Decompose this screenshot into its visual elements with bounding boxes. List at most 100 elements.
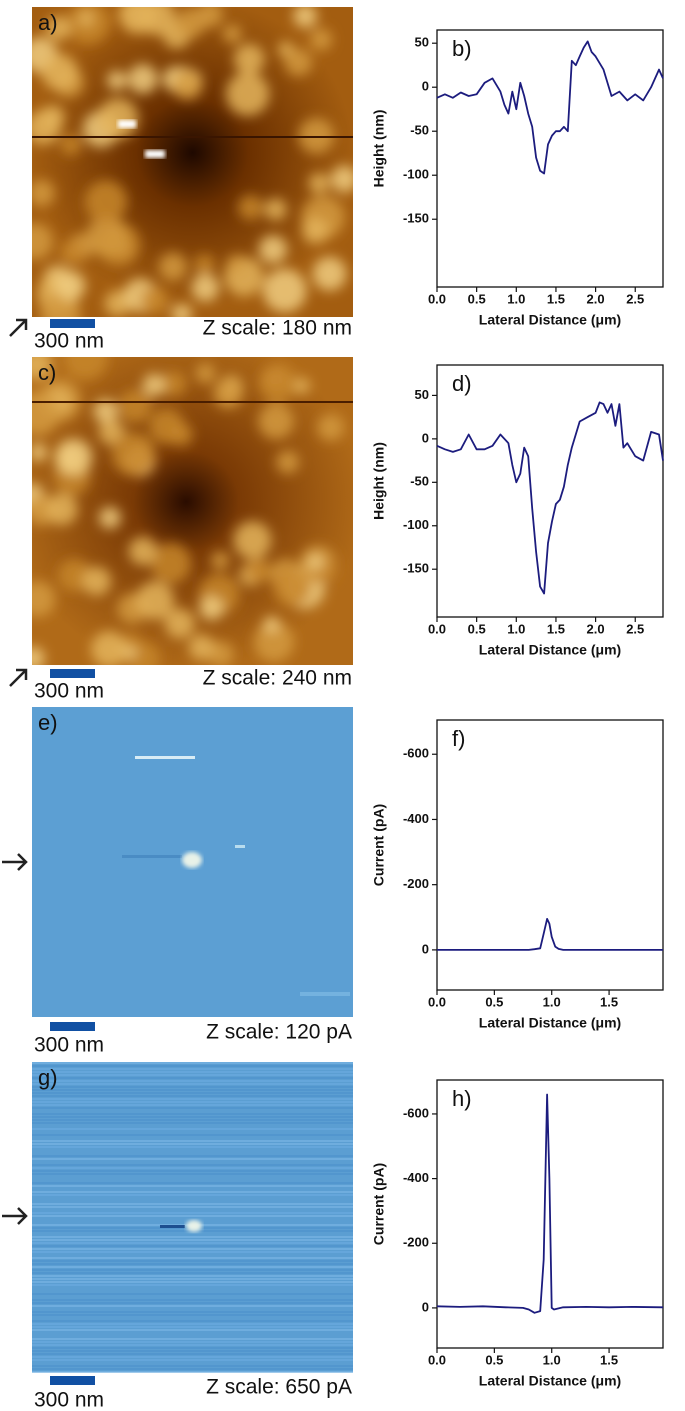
y-tick-label: 50 bbox=[415, 387, 429, 402]
grain bbox=[32, 357, 53, 381]
grain bbox=[91, 631, 128, 665]
stripe bbox=[32, 1314, 353, 1316]
stripe bbox=[32, 1119, 353, 1121]
stripe bbox=[32, 1176, 353, 1178]
plot-frame bbox=[436, 364, 664, 618]
grain bbox=[233, 521, 272, 560]
stripe bbox=[32, 1194, 353, 1196]
stripe bbox=[32, 1101, 353, 1103]
panel-label: c) bbox=[38, 360, 56, 385]
grain bbox=[32, 110, 61, 145]
grain bbox=[172, 69, 203, 100]
stripe bbox=[32, 1089, 353, 1091]
z-scale: Z scale: 650 pA bbox=[206, 1376, 352, 1399]
stripe bbox=[32, 1074, 353, 1076]
y-tick-label: -400 bbox=[403, 811, 429, 826]
stripe bbox=[32, 1287, 353, 1289]
stripe bbox=[32, 1128, 353, 1130]
x-axis-label: Lateral Distance (μm) bbox=[479, 312, 621, 328]
grain bbox=[106, 70, 127, 91]
stripe bbox=[32, 1062, 353, 1064]
stripe bbox=[32, 1344, 353, 1346]
grain bbox=[86, 215, 128, 258]
panel-label: e) bbox=[38, 710, 58, 735]
x-tick-label: 0.5 bbox=[485, 994, 503, 1009]
x-tick-label: 0.0 bbox=[428, 291, 446, 306]
grain bbox=[98, 506, 121, 529]
stripe bbox=[32, 1239, 353, 1241]
grain bbox=[32, 581, 56, 617]
profile-line bbox=[436, 1093, 664, 1314]
grain bbox=[142, 373, 166, 397]
y-tick-label: -200 bbox=[403, 1235, 429, 1250]
stripe bbox=[32, 1104, 353, 1106]
grain bbox=[302, 217, 329, 244]
grain bbox=[226, 255, 245, 274]
panel-label: a) bbox=[38, 10, 58, 35]
grain bbox=[238, 194, 264, 221]
stripe bbox=[32, 1296, 353, 1298]
x-tick-label: 1.0 bbox=[543, 1352, 561, 1367]
x-tick-label: 1.0 bbox=[507, 621, 525, 636]
panel-label: f) bbox=[452, 726, 465, 751]
stripe bbox=[32, 1137, 353, 1139]
grain bbox=[32, 646, 45, 665]
grain bbox=[225, 72, 270, 116]
panel-label: d) bbox=[452, 371, 472, 396]
stripe bbox=[32, 1341, 353, 1343]
plot-frame bbox=[436, 719, 664, 991]
stripe bbox=[32, 1161, 353, 1163]
stripe bbox=[32, 1248, 353, 1250]
grain bbox=[276, 450, 300, 474]
y-tick-label: 0 bbox=[422, 430, 429, 445]
grain bbox=[175, 8, 206, 38]
y-tick-label: -150 bbox=[403, 561, 429, 576]
stripe bbox=[32, 1245, 353, 1247]
stripe bbox=[32, 1203, 353, 1205]
grain bbox=[63, 357, 108, 380]
x-tick-label: 2.0 bbox=[587, 621, 605, 636]
stripe bbox=[32, 1233, 353, 1235]
current-image bbox=[32, 707, 353, 1017]
stripe bbox=[32, 1167, 353, 1169]
stripe bbox=[32, 1188, 353, 1190]
x-tick-label: 1.5 bbox=[547, 621, 565, 636]
y-tick-label: -100 bbox=[403, 517, 429, 532]
y-tick-label: -150 bbox=[403, 211, 429, 226]
grain bbox=[158, 252, 188, 282]
profile-line bbox=[436, 40, 664, 175]
stripe bbox=[32, 1323, 353, 1325]
grain bbox=[77, 10, 95, 27]
grain bbox=[55, 270, 86, 301]
stripe bbox=[32, 1251, 353, 1253]
x-tick-label: 1.0 bbox=[507, 291, 525, 306]
grain bbox=[233, 43, 265, 75]
grain bbox=[111, 432, 156, 476]
plot-frame bbox=[436, 29, 664, 288]
stripe bbox=[32, 1206, 353, 1208]
stripe bbox=[32, 1083, 353, 1085]
x-tick-label: 2.0 bbox=[587, 291, 605, 306]
grain bbox=[264, 198, 287, 221]
stripe bbox=[32, 1359, 353, 1361]
stripe bbox=[32, 1254, 353, 1256]
grain bbox=[312, 256, 347, 291]
stripe bbox=[32, 1146, 353, 1148]
stripe bbox=[32, 1317, 353, 1319]
stripe bbox=[32, 1332, 353, 1334]
grain bbox=[273, 569, 311, 607]
stripe bbox=[32, 1299, 353, 1301]
grain bbox=[123, 633, 141, 650]
stripe bbox=[32, 1125, 353, 1127]
grain bbox=[84, 180, 128, 223]
stripe bbox=[32, 1212, 353, 1214]
x-tick-label: 0.0 bbox=[428, 1352, 446, 1367]
grain bbox=[262, 268, 307, 313]
x-tick-label: 0.5 bbox=[468, 621, 486, 636]
x-tick-label: 1.5 bbox=[547, 291, 565, 306]
stripe bbox=[32, 1098, 353, 1100]
grain bbox=[93, 398, 118, 424]
y-tick-label: -50 bbox=[410, 474, 429, 489]
y-tick-label: 0 bbox=[422, 79, 429, 94]
